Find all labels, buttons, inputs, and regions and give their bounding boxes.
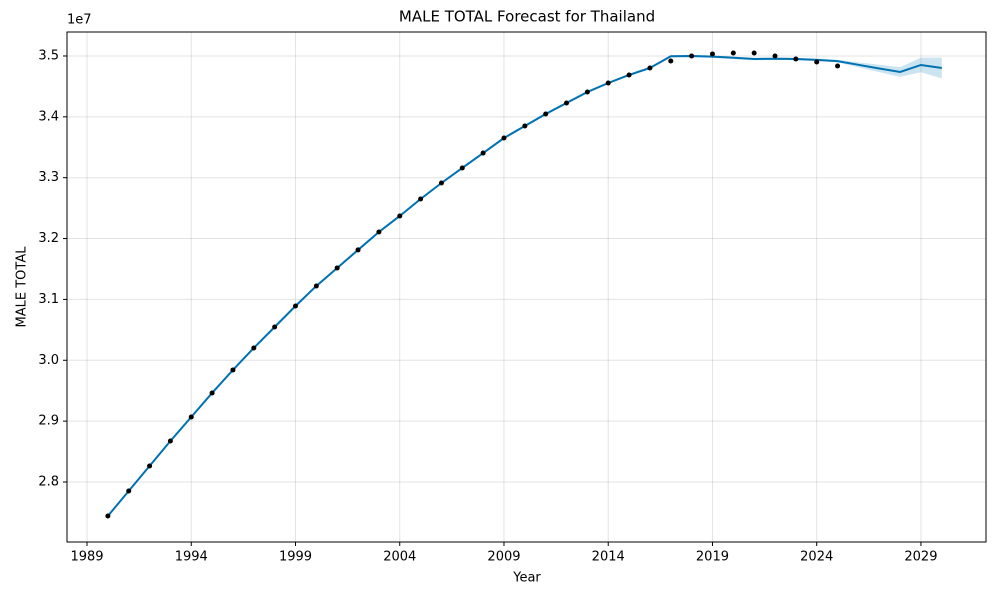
- y-tick-label: 3.0: [38, 353, 59, 368]
- observed-point: [376, 229, 382, 235]
- observed-point: [105, 513, 111, 519]
- observed-point: [543, 111, 549, 117]
- observed-point: [313, 283, 319, 289]
- x-tick-label: 1994: [175, 550, 208, 565]
- observed-point: [126, 488, 132, 494]
- observed-point: [292, 303, 298, 309]
- x-tick-label: 1999: [279, 550, 312, 565]
- observed-point: [605, 80, 611, 86]
- observed-point: [418, 196, 424, 202]
- observed-point: [355, 247, 361, 253]
- observed-point: [668, 58, 674, 64]
- x-tick-label: 1989: [70, 550, 103, 565]
- observed-point: [438, 180, 444, 186]
- x-tick-label: 2024: [800, 550, 833, 565]
- y-tick-label: 3.5: [38, 48, 59, 63]
- observed-point: [793, 56, 799, 62]
- observed-point: [501, 135, 507, 141]
- y-tick-label: 3.4: [38, 109, 59, 124]
- observed-point: [230, 367, 236, 373]
- observed-point: [709, 51, 715, 57]
- x-tick-label: 2009: [487, 550, 520, 565]
- observed-point: [772, 53, 778, 59]
- observed-point: [397, 213, 403, 219]
- observed-point: [251, 345, 257, 351]
- y-tick-label: 3.2: [38, 231, 59, 246]
- observed-point: [647, 65, 653, 71]
- observed-point: [730, 50, 736, 56]
- observed-point: [188, 414, 194, 420]
- y-tick-label: 3.3: [38, 170, 59, 185]
- observed-point: [334, 265, 340, 271]
- x-tick-label: 2019: [696, 550, 729, 565]
- observed-point: [814, 59, 820, 65]
- observed-point: [147, 463, 153, 469]
- x-tick-label: 2014: [592, 550, 625, 565]
- y-tick-label: 3.1: [38, 292, 59, 307]
- observed-point: [209, 390, 215, 396]
- observed-point: [459, 165, 465, 171]
- observed-point: [167, 438, 173, 444]
- x-tick-label: 2004: [383, 550, 416, 565]
- observed-point: [564, 100, 570, 106]
- observed-point: [751, 50, 757, 56]
- y-offset-label: 1e7: [67, 13, 92, 28]
- plot-area: 1989 1994 1999 2004 2009 2014 2019 2024 2029 2.8 2…: [38, 32, 986, 565]
- observed-point: [272, 324, 278, 330]
- observed-point: [522, 123, 528, 129]
- observed-point: [480, 150, 486, 156]
- observed-point: [584, 89, 590, 95]
- x-tick-label: 2029: [904, 550, 937, 565]
- y-tick-label: 2.8: [38, 474, 59, 489]
- x-axis-label: Year: [512, 571, 541, 586]
- axes-frame: [66, 31, 987, 543]
- y-axis-label: MALE TOTAL: [15, 246, 30, 328]
- observed-point: [626, 72, 632, 78]
- observed-point: [689, 53, 695, 59]
- observed-point: [835, 63, 841, 69]
- y-tick-label: 2.9: [38, 414, 59, 429]
- chart-title: MALE TOTAL Forecast for Thailand: [399, 8, 655, 26]
